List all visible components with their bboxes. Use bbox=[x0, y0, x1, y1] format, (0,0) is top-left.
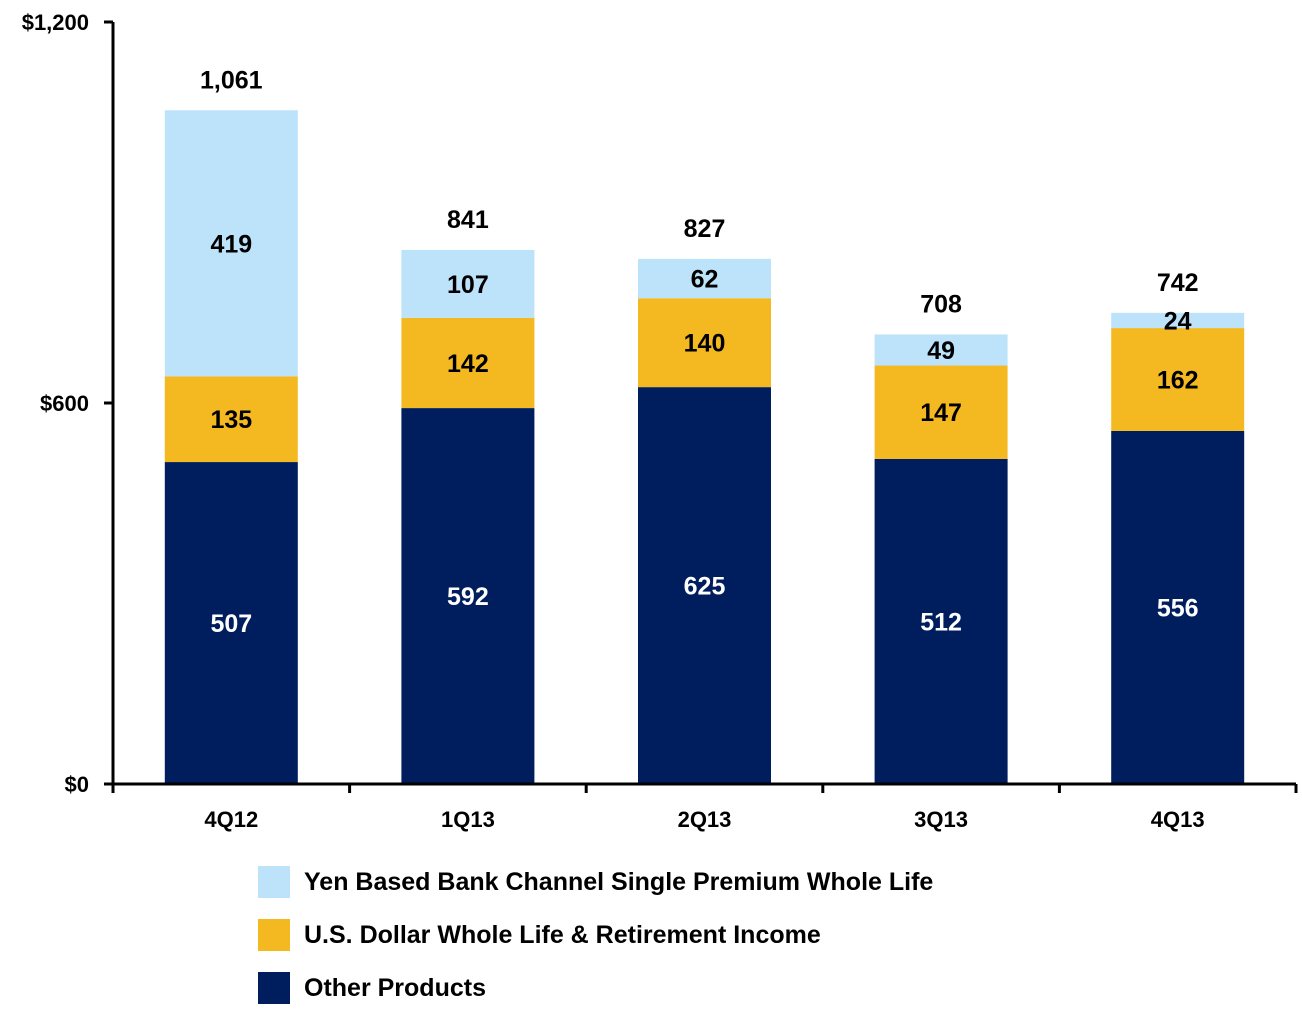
bars-layer bbox=[164, 110, 1245, 784]
total-label-4Q13: 742 bbox=[1157, 269, 1199, 297]
labels-layer: 507 135 419 1,061 592 142 107 841 625 140 62 827 512… bbox=[200, 66, 1199, 638]
y-tick-label-0: $0 bbox=[65, 772, 89, 797]
bar-segment-2Q13-s2 bbox=[638, 258, 771, 299]
data-label-4Q12-s0: 507 bbox=[210, 610, 252, 638]
x-tick-label-3Q13: 3Q13 bbox=[914, 807, 968, 832]
bar-segment-3Q13-s2 bbox=[874, 334, 1008, 366]
data-label-3Q13-s2: 49 bbox=[927, 337, 955, 365]
bar-segment-4Q13-s2 bbox=[1111, 312, 1245, 329]
total-label-4Q12: 1,061 bbox=[200, 66, 263, 94]
legend-label-yen: Yen Based Bank Channel Single Premium Wh… bbox=[304, 867, 934, 896]
bar-segment-1Q13-s0 bbox=[401, 408, 535, 784]
legend: Yen Based Bank Channel Single Premium Wh… bbox=[258, 866, 933, 1025]
data-label-2Q13-s0: 625 bbox=[684, 573, 726, 601]
bar-segment-3Q13-s0 bbox=[874, 458, 1008, 784]
total-label-1Q13: 841 bbox=[447, 206, 489, 234]
x-tick-label-4Q13: 4Q13 bbox=[1151, 807, 1205, 832]
y-tick-label-2: $1,200 bbox=[22, 10, 89, 35]
bar-segment-2Q13-s0 bbox=[638, 387, 771, 784]
data-label-4Q12-s1: 135 bbox=[210, 406, 252, 434]
bar-segment-2Q13-s1 bbox=[638, 298, 771, 388]
data-label-1Q13-s2: 107 bbox=[447, 271, 489, 299]
legend-swatch-other bbox=[258, 972, 290, 1004]
legend-swatch-usd bbox=[258, 919, 290, 951]
y-tick-label-1: $600 bbox=[40, 391, 89, 416]
legend-item-usd: U.S. Dollar Whole Life & Retirement Inco… bbox=[258, 919, 933, 951]
data-label-4Q13-s1: 162 bbox=[1157, 367, 1199, 395]
x-tick-label-2Q13: 2Q13 bbox=[678, 807, 732, 832]
total-label-3Q13: 708 bbox=[920, 290, 962, 318]
legend-label-usd: U.S. Dollar Whole Life & Retirement Inco… bbox=[304, 920, 821, 949]
data-label-1Q13-s1: 142 bbox=[447, 350, 489, 378]
legend-swatch-yen bbox=[258, 866, 290, 898]
legend-item-yen: Yen Based Bank Channel Single Premium Wh… bbox=[258, 866, 933, 898]
data-label-1Q13-s0: 592 bbox=[447, 583, 489, 611]
data-label-2Q13-s2: 62 bbox=[691, 266, 719, 294]
bar-segment-1Q13-s2 bbox=[401, 249, 535, 318]
bar-segment-3Q13-s1 bbox=[874, 365, 1008, 459]
x-tick-label-4Q12: 4Q12 bbox=[204, 807, 258, 832]
chart: 507 135 419 1,061 592 142 107 841 625 140 62 827 512… bbox=[22, 10, 1298, 1004]
x-tick-label-1Q13: 1Q13 bbox=[441, 807, 495, 832]
bar-segment-4Q12-s1 bbox=[164, 376, 298, 463]
total-label-2Q13: 827 bbox=[684, 215, 726, 243]
data-label-3Q13-s0: 512 bbox=[920, 608, 962, 636]
bar-segment-4Q12-s0 bbox=[164, 462, 298, 784]
legend-item-other: Other Products bbox=[258, 972, 933, 1004]
bar-segment-1Q13-s1 bbox=[401, 317, 535, 409]
bar-segment-4Q12-s2 bbox=[164, 110, 298, 377]
data-label-4Q13-s2: 24 bbox=[1164, 307, 1192, 335]
bar-segment-4Q13-s0 bbox=[1111, 430, 1245, 784]
legend-label-other: Other Products bbox=[304, 973, 486, 1002]
data-label-2Q13-s1: 140 bbox=[684, 330, 726, 358]
data-label-3Q13-s1: 147 bbox=[920, 399, 962, 427]
stacked-bar-chart: 507 135 419 1,061 592 142 107 841 625 140 62 827 512… bbox=[22, 10, 1298, 832]
data-label-4Q13-s0: 556 bbox=[1157, 594, 1199, 622]
data-label-4Q12-s2: 419 bbox=[210, 230, 252, 258]
bar-segment-4Q13-s1 bbox=[1111, 328, 1245, 431]
axes-layer: 4Q12 1Q13 2Q13 3Q13 4Q13 $0 $600 $1,200 bbox=[22, 10, 1298, 832]
